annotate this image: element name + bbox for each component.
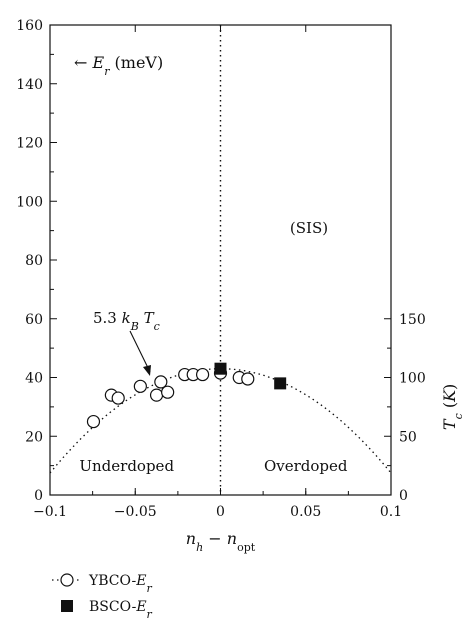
bsco-point xyxy=(214,362,227,375)
y-tick-label: 20 xyxy=(25,429,43,445)
right-tick-label: 50 xyxy=(399,429,417,445)
y-tick-label: 40 xyxy=(25,371,43,387)
legend-marker-bsco xyxy=(61,600,73,612)
fit-label: 5.3 kB Tc xyxy=(93,309,160,333)
x-tick-label: 0 xyxy=(216,504,225,520)
x-axis-title: nh − nopt xyxy=(186,529,256,554)
underdoped-label: Underdoped xyxy=(79,457,174,475)
bsco-point xyxy=(274,377,287,390)
y-units-label: ← Er (meV) xyxy=(74,53,163,78)
fit-curve xyxy=(49,25,392,495)
legend-marker-ybco xyxy=(60,573,74,587)
fit-curve-line xyxy=(49,368,392,474)
right-tick-label: 0 xyxy=(399,488,408,504)
ybco-point xyxy=(241,372,255,386)
ybco-point xyxy=(195,367,210,382)
data-points xyxy=(86,362,287,429)
y-tick-label: 120 xyxy=(16,136,43,152)
x-tick-label: 0.1 xyxy=(380,504,402,520)
x-tick-label: 0.05 xyxy=(290,504,321,520)
annotations: nh − nopt Tc (K) ← Er (meV) (SIS) Underdoped… xyxy=(74,53,465,554)
right-axis-title: Tc (K) xyxy=(440,384,465,430)
y-tick-label: 160 xyxy=(16,18,43,34)
ybco-point xyxy=(133,379,147,393)
right-tick-label: 150 xyxy=(399,312,426,328)
ybco-point xyxy=(86,414,101,429)
right-tick-label: 100 xyxy=(399,371,426,387)
sis-label: (SIS) xyxy=(290,219,328,237)
ticks: −0.1 −0.05 0 0.05 0.102040608010012014016005… xyxy=(16,18,425,520)
ybco-point xyxy=(161,385,175,399)
y-tick-label: 100 xyxy=(16,194,43,210)
ybco-point xyxy=(111,391,125,405)
fit-arrowhead xyxy=(143,365,151,376)
y-tick-label: 140 xyxy=(16,77,43,93)
fit-arrow xyxy=(129,330,151,373)
ybco-point xyxy=(154,375,168,389)
x-tick-label: −0.1 xyxy=(33,504,67,520)
y-tick-label: 0 xyxy=(34,488,43,504)
ybco-point xyxy=(149,388,164,402)
x-tick-label: −0.05 xyxy=(114,504,157,520)
y-tick-label: 80 xyxy=(25,253,43,269)
y-tick-label: 60 xyxy=(25,312,43,328)
legend-label-ybco: YBCO-Er xyxy=(88,573,152,595)
overdoped-label: Overdoped xyxy=(264,457,348,475)
legend-label-bsco: BSCO-Er xyxy=(89,599,153,621)
legend: YBCO-Er BSCO-Er xyxy=(52,573,153,621)
